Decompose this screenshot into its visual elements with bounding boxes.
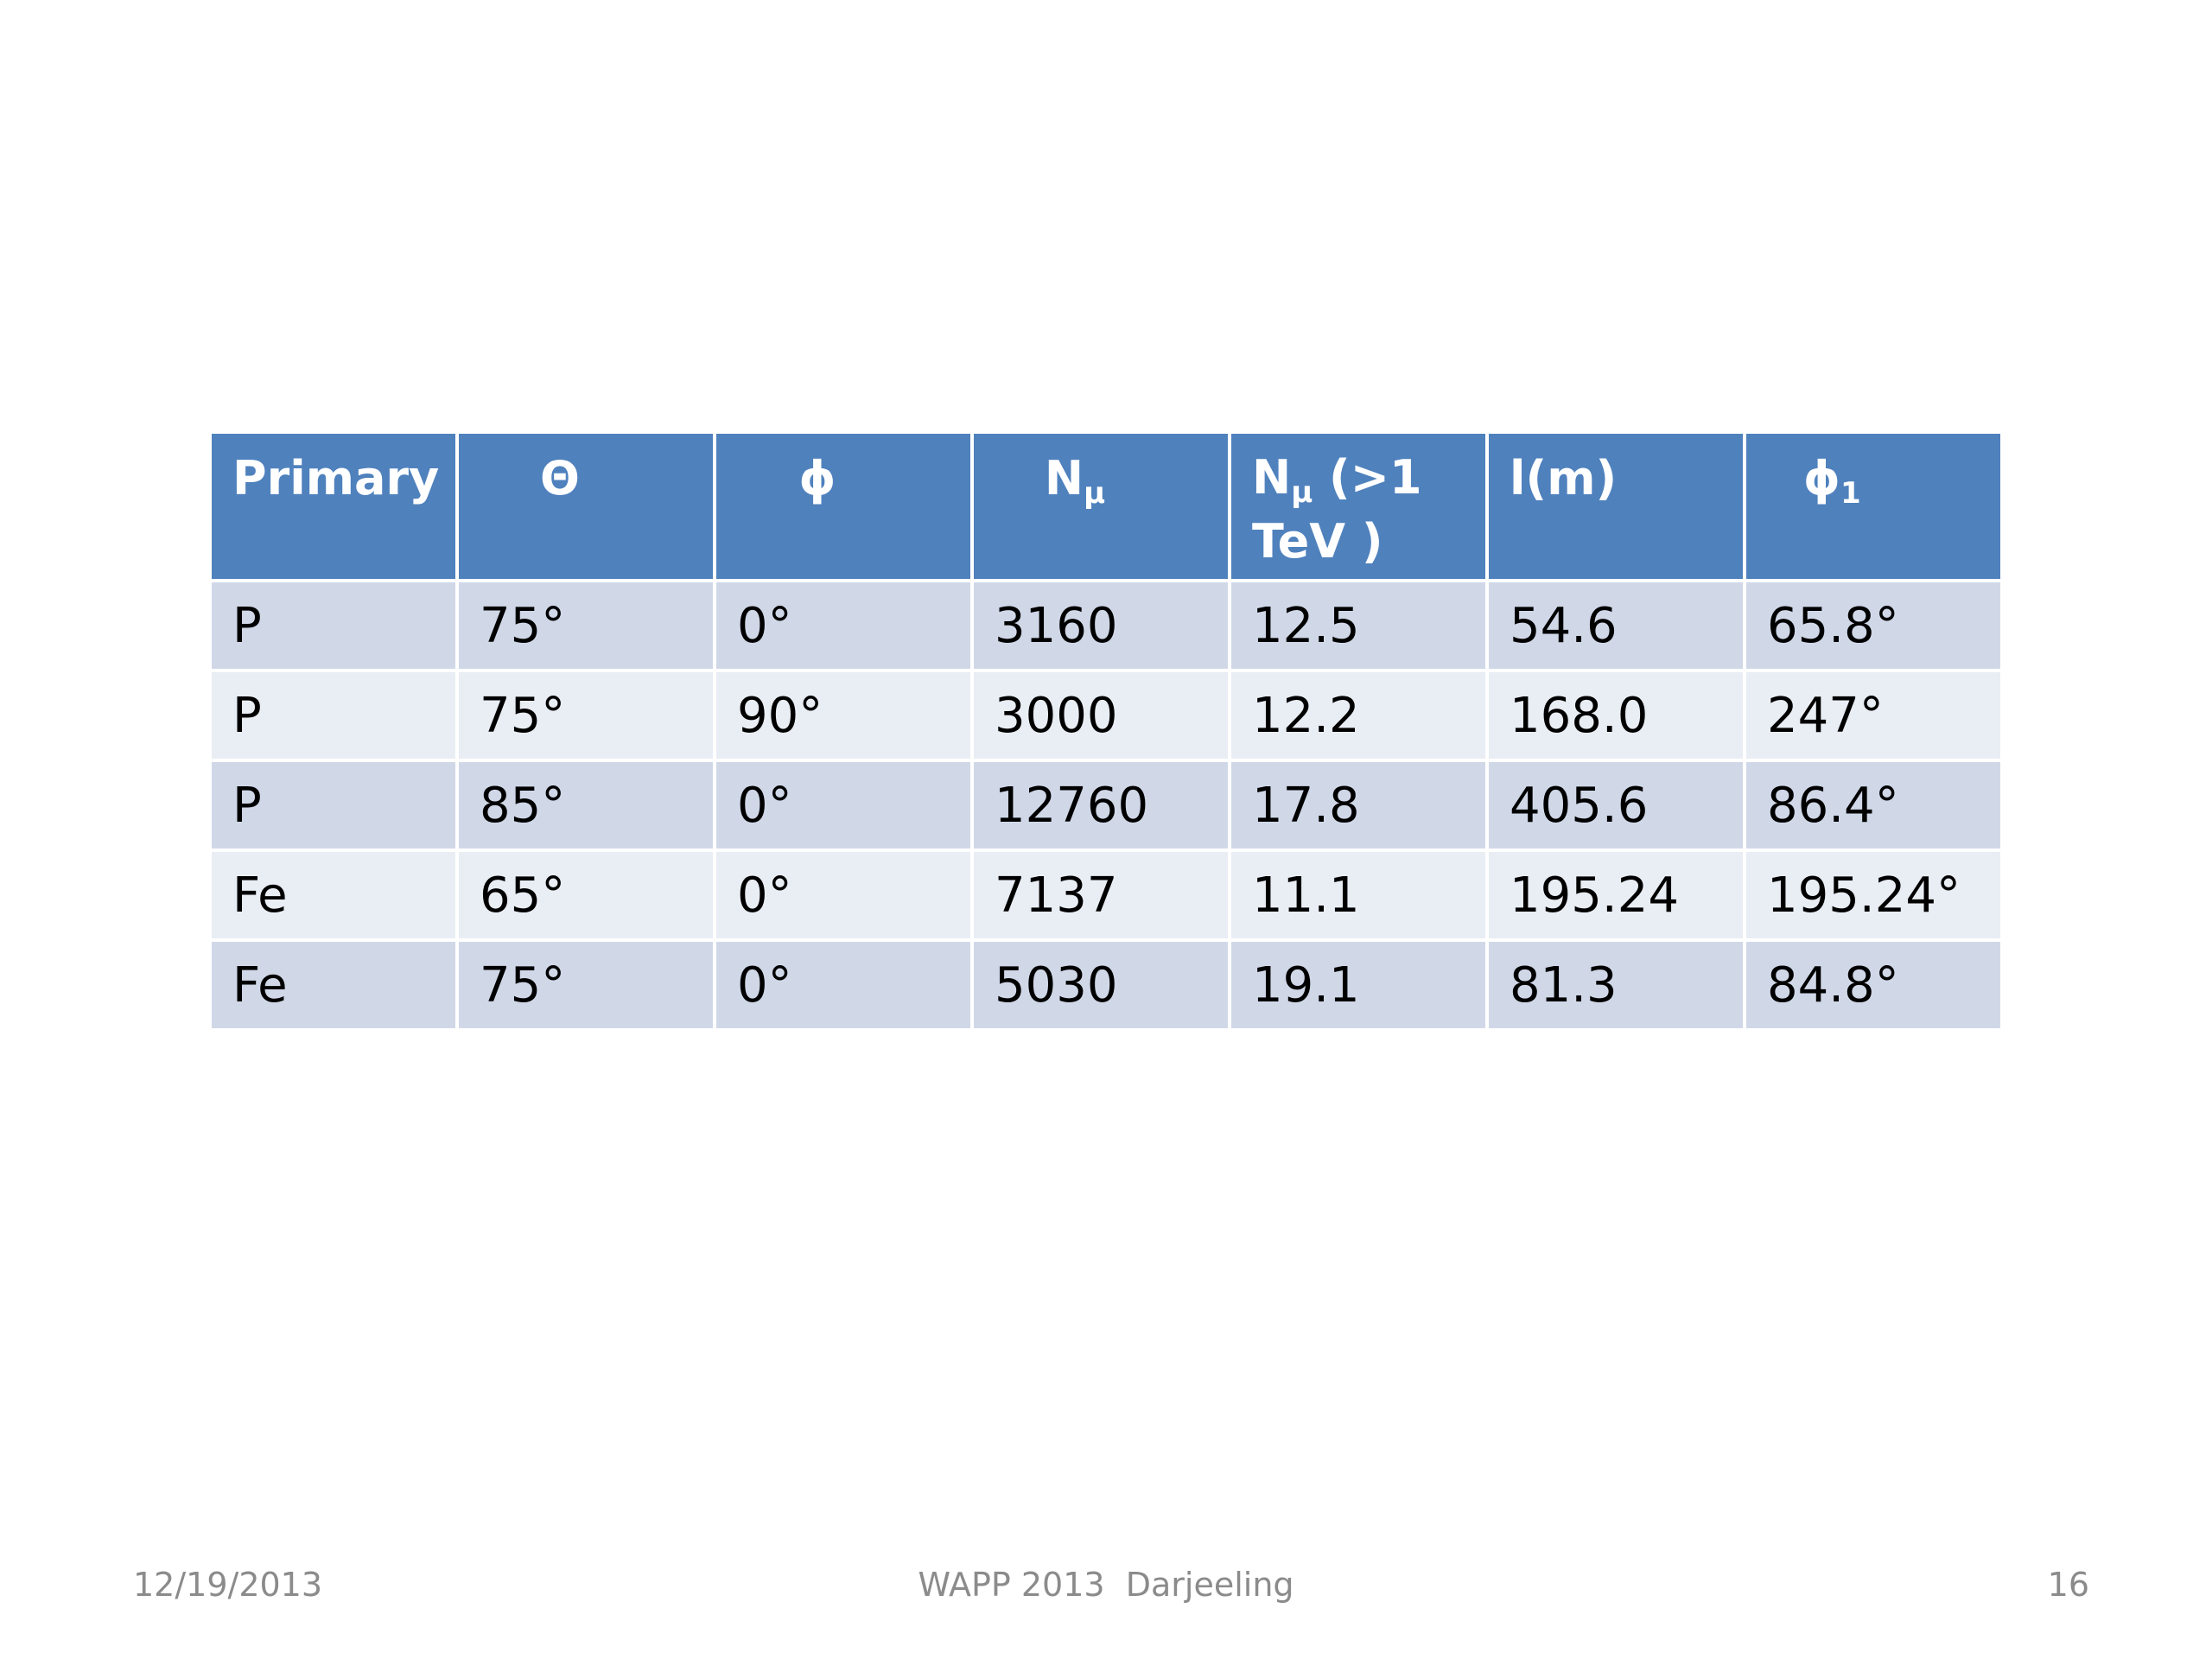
footer-title: WAPP 2013 Darjeeling (918, 1566, 1294, 1604)
table-row: P 75° 0° 3160 12.5 54.6 65.8° (212, 582, 2000, 669)
header-theta: Θ (459, 434, 713, 579)
cell-primary: Fe (212, 852, 455, 938)
cell-n-mu-tev: 11.1 (1231, 852, 1485, 938)
table-row: P 85° 0° 12760 17.8 405.6 86.4° (212, 762, 2000, 849)
cell-l-m: 405.6 (1489, 762, 1743, 849)
cell-l-m: 81.3 (1489, 942, 1743, 1028)
cell-phi1: 195.24° (1746, 852, 2000, 938)
cell-theta: 75° (459, 672, 713, 759)
cell-n-mu: 12760 (974, 762, 1228, 849)
cell-primary: P (212, 672, 455, 759)
cell-n-mu: 7137 (974, 852, 1228, 938)
header-n-mu: Nμ (974, 434, 1228, 579)
header-n-mu-tev: Nμ (>1 TeV ) (1231, 434, 1485, 579)
cell-phi: 90° (716, 672, 970, 759)
cell-l-m: 54.6 (1489, 582, 1743, 669)
table-row: Fe 65° 0° 7137 11.1 195.24 195.24° (212, 852, 2000, 938)
cell-phi1: 65.8° (1746, 582, 2000, 669)
cell-theta: 85° (459, 762, 713, 849)
header-primary: Primary (212, 434, 455, 579)
cell-n-mu-tev: 12.5 (1231, 582, 1485, 669)
header-phi1: ϕ1 (1746, 434, 2000, 579)
cell-phi1: 86.4° (1746, 762, 2000, 849)
page-number: 16 (2047, 1566, 2089, 1604)
cell-phi1: 247° (1746, 672, 2000, 759)
cell-n-mu-tev: 17.8 (1231, 762, 1485, 849)
cell-l-m: 168.0 (1489, 672, 1743, 759)
footer-date: 12/19/2013 (133, 1566, 323, 1604)
cell-phi1: 84.8° (1746, 942, 2000, 1028)
cell-l-m: 195.24 (1489, 852, 1743, 938)
table-row: Fe 75° 0° 5030 19.1 81.3 84.8° (212, 942, 2000, 1028)
cell-primary: P (212, 762, 455, 849)
cell-n-mu: 3000 (974, 672, 1228, 759)
cell-theta: 65° (459, 852, 713, 938)
cell-n-mu: 5030 (974, 942, 1228, 1028)
cell-n-mu-tev: 12.2 (1231, 672, 1485, 759)
header-phi: ϕ (716, 434, 970, 579)
header-row: Primary Θ ϕ Nμ Nμ (>1 TeV ) l(m) ϕ1 (212, 434, 2000, 579)
cell-theta: 75° (459, 942, 713, 1028)
cell-primary: Fe (212, 942, 455, 1028)
cell-n-mu-tev: 19.1 (1231, 942, 1485, 1028)
header-l-m: l(m) (1489, 434, 1743, 579)
cell-phi: 0° (716, 852, 970, 938)
cell-theta: 75° (459, 582, 713, 669)
cell-phi: 0° (716, 582, 970, 669)
cell-phi: 0° (716, 942, 970, 1028)
data-table: Primary Θ ϕ Nμ Nμ (>1 TeV ) l(m) ϕ1 P 75°… (208, 430, 2004, 1032)
cell-primary: P (212, 582, 455, 669)
table-header: Primary Θ ϕ Nμ Nμ (>1 TeV ) l(m) ϕ1 (212, 434, 2000, 579)
cell-phi: 0° (716, 762, 970, 849)
table-body: P 75° 0° 3160 12.5 54.6 65.8° P 75° 90° 3000 12.2 16… (212, 582, 2000, 1028)
cell-n-mu: 3160 (974, 582, 1228, 669)
table-row: P 75° 90° 3000 12.2 168.0 247° (212, 672, 2000, 759)
